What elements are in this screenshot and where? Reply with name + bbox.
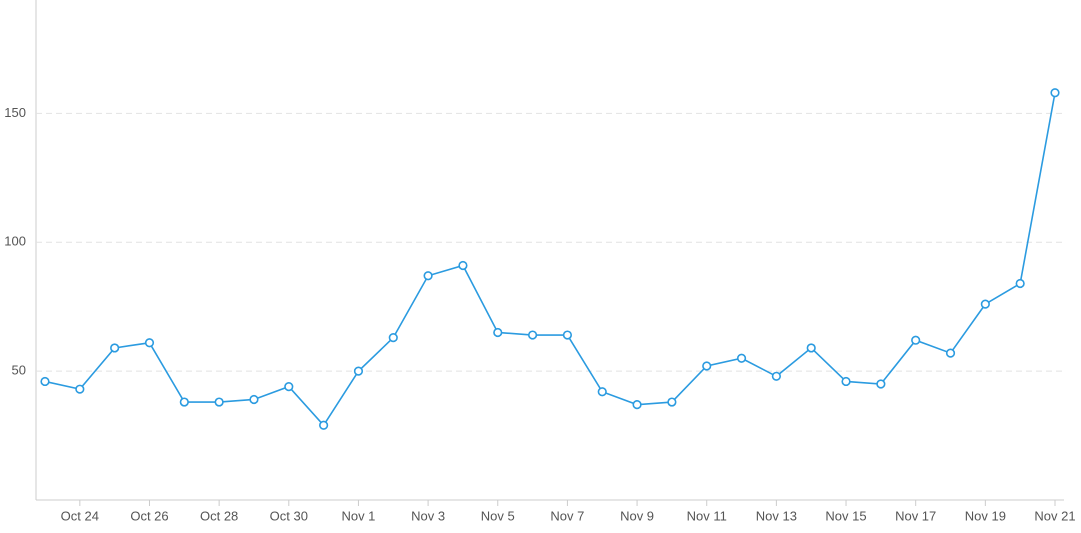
x-tick-label: Nov 5 (481, 508, 515, 523)
point (40, 376, 50, 387)
point (632, 400, 642, 410)
point (945, 348, 956, 358)
point (75, 384, 85, 394)
point (980, 299, 990, 309)
point (319, 420, 329, 430)
x-tick-label: Nov 21 (1034, 508, 1075, 523)
x-tick-label: Nov 7 (550, 508, 584, 523)
point (911, 335, 921, 345)
point (458, 260, 468, 271)
x-tick-label: Nov 3 (411, 508, 445, 523)
x-tick-label: Nov 11 (687, 508, 727, 523)
y-tick-label: 100 (4, 234, 26, 249)
y-tick-label: 150 (4, 105, 26, 120)
point (1050, 88, 1060, 98)
point (249, 394, 259, 405)
line (44, 92, 1056, 427)
x-tick-label: Nov 1 (341, 508, 375, 523)
point (736, 353, 747, 363)
x-tick-label: Oct 24 (61, 508, 99, 523)
x-tick-label: Nov 19 (965, 508, 1006, 523)
point (144, 338, 155, 348)
point (527, 330, 538, 340)
point (179, 397, 189, 407)
point (667, 397, 677, 407)
point (771, 371, 781, 381)
x-tick-label: Nov 9 (620, 508, 654, 523)
point (562, 330, 573, 340)
point (110, 343, 120, 353)
x-tick-label: Nov 13 (756, 508, 797, 523)
point (841, 376, 851, 387)
x-tick-label: Oct 26 (130, 508, 168, 523)
point (284, 381, 294, 392)
x-tick-label: Nov 15 (825, 508, 866, 523)
point (876, 379, 886, 389)
point (702, 361, 712, 371)
x-tick-label: Oct 30 (270, 508, 308, 523)
point (597, 387, 607, 397)
point (1015, 278, 1025, 289)
point (353, 366, 364, 376)
point (388, 333, 398, 343)
y-tick-label: 50 (12, 363, 26, 378)
point (423, 271, 433, 281)
point (806, 343, 816, 353)
point (493, 327, 503, 338)
point (214, 397, 224, 407)
x-tick-label: Oct 28 (200, 508, 238, 523)
x-tick-label: Nov 17 (895, 508, 936, 523)
